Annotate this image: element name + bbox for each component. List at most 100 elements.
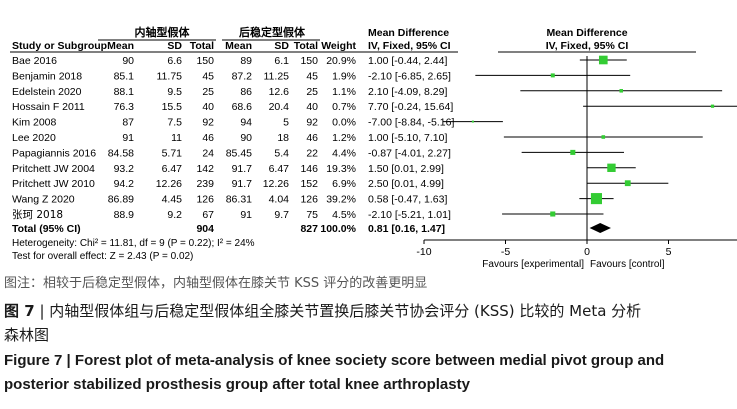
study-name: Lee 2020 bbox=[12, 132, 56, 144]
study-ci-text: 2.50 [0.01, 4.99] bbox=[368, 178, 444, 190]
column-header: SD bbox=[167, 40, 182, 52]
experimental-mean: 85.1 bbox=[114, 70, 135, 82]
study-weight: 6.9% bbox=[332, 178, 356, 190]
control-total: 152 bbox=[300, 178, 318, 190]
control-group-header: 后稳定型假体 bbox=[239, 25, 306, 39]
experimental-total: 239 bbox=[196, 178, 214, 190]
experimental-total: 92 bbox=[202, 117, 214, 129]
column-header: Mean bbox=[225, 40, 252, 52]
experimental-mean: 90 bbox=[122, 55, 134, 67]
study-ci-text: 2.10 [-4.09, 8.29] bbox=[368, 86, 447, 98]
favours-experimental-label: Favours [experimental] bbox=[482, 259, 584, 270]
experimental-sd: 6.47 bbox=[162, 163, 183, 175]
control-sd: 5.4 bbox=[274, 147, 289, 159]
study-weight: 39.2% bbox=[326, 194, 356, 206]
study-ci-text: -2.10 [-6.85, 2.65] bbox=[368, 70, 451, 82]
study-marker bbox=[550, 73, 555, 78]
study-weight: 20.9% bbox=[326, 55, 356, 67]
plot-header: Mean Difference bbox=[546, 27, 627, 39]
experimental-mean: 76.3 bbox=[114, 101, 135, 113]
control-total: 22 bbox=[306, 147, 318, 159]
figure-zh-label: 图 7 bbox=[4, 302, 35, 320]
experimental-total: 45 bbox=[202, 70, 214, 82]
x-tick-label: 5 bbox=[666, 246, 672, 258]
control-mean: 87.2 bbox=[232, 70, 253, 82]
experimental-mean: 86.89 bbox=[108, 194, 134, 206]
control-sd: 6.1 bbox=[274, 55, 289, 67]
total-label: Total (95% CI) bbox=[12, 223, 81, 235]
experimental-sd: 4.45 bbox=[162, 194, 183, 206]
x-tick-label: -5 bbox=[501, 246, 510, 258]
figure-caption-zh: 图 7 | 内轴型假体组与后稳定型假体组全膝关节置换后膝关节协会评分 (KSS)… bbox=[4, 299, 641, 347]
figure-en-line2: posterior stabilized prosthesis group af… bbox=[4, 376, 470, 393]
pooled-diamond bbox=[589, 223, 611, 233]
study-ci-text: -2.10 [-5.21, 1.01] bbox=[368, 209, 451, 221]
experimental-sd: 5.71 bbox=[162, 147, 183, 159]
study-weight: 1.2% bbox=[332, 132, 356, 144]
figure-note: 图注：相较于后稳定型假体，内轴型假体在膝关节 KSS 评分的改善更明显 bbox=[4, 276, 428, 291]
control-sd: 20.4 bbox=[269, 101, 290, 113]
study-marker bbox=[590, 193, 602, 205]
favours-control-label: Favours [control] bbox=[590, 259, 665, 270]
column-header: SD bbox=[274, 40, 289, 52]
experimental-sd: 9.2 bbox=[167, 209, 182, 221]
experimental-mean: 84.58 bbox=[108, 147, 134, 159]
control-mean: 68.6 bbox=[232, 101, 253, 113]
forest-plot: 内轴型假体 后稳定型假体 Mean Difference Mean Differenc… bbox=[10, 25, 737, 270]
control-sd: 9.7 bbox=[274, 209, 289, 221]
study-ci-text: 7.70 [-0.24, 15.64] bbox=[368, 101, 453, 113]
experimental-total: 67 bbox=[202, 209, 214, 221]
study-name: Wang Z 2020 bbox=[12, 194, 75, 206]
study-marker bbox=[570, 149, 576, 155]
control-sd: 4.04 bbox=[269, 194, 290, 206]
study-ci-text: 1.00 [-5.10, 7.10] bbox=[368, 132, 447, 144]
md-subheader: IV, Fixed, 95% CI bbox=[368, 40, 451, 52]
md-header: Mean Difference bbox=[368, 27, 449, 39]
control-mean: 94 bbox=[240, 117, 252, 129]
column-header: Total bbox=[294, 40, 318, 52]
control-sd: 18 bbox=[277, 132, 289, 144]
control-total: 126 bbox=[300, 194, 318, 206]
study-name: Pritchett JW 2010 bbox=[12, 178, 95, 190]
study-marker bbox=[619, 89, 623, 93]
experimental-mean: 88.1 bbox=[114, 86, 135, 98]
column-header: Total bbox=[190, 40, 214, 52]
control-sd: 12.26 bbox=[263, 178, 289, 190]
experimental-mean: 87 bbox=[122, 117, 134, 129]
experimental-mean: 91 bbox=[122, 132, 134, 144]
experimental-mean: 88.9 bbox=[114, 209, 135, 221]
control-sd: 12.6 bbox=[269, 86, 290, 98]
control-mean: 90 bbox=[240, 132, 252, 144]
experimental-total: 46 bbox=[202, 132, 214, 144]
experimental-sd: 7.5 bbox=[167, 117, 182, 129]
study-name: Hossain F 2011 bbox=[12, 101, 85, 113]
experimental-group-header: 内轴型假体 bbox=[135, 25, 191, 39]
control-mean: 91.7 bbox=[232, 178, 253, 190]
experimental-total: 126 bbox=[196, 194, 214, 206]
column-header: Mean bbox=[107, 40, 134, 52]
control-total: 40 bbox=[306, 101, 318, 113]
control-total: 45 bbox=[306, 70, 318, 82]
experimental-mean: 93.2 bbox=[114, 163, 135, 175]
figure-en-line1: Forest plot of meta-analysis of knee soc… bbox=[74, 352, 665, 369]
control-mean: 89 bbox=[240, 55, 252, 67]
study-marker bbox=[598, 55, 608, 65]
overall-effect-text: Test for overall effect: Z = 2.43 (P = 0… bbox=[12, 251, 193, 262]
study-weight: 0.0% bbox=[332, 117, 356, 129]
figure-en-label: Figure 7 bbox=[4, 352, 63, 369]
experimental-total: 24 bbox=[202, 147, 214, 159]
control-mean: 85.45 bbox=[226, 147, 252, 159]
control-mean: 91.7 bbox=[232, 163, 253, 175]
experimental-sd: 12.26 bbox=[156, 178, 182, 190]
control-total: 146 bbox=[300, 163, 318, 175]
experimental-sd: 11 bbox=[171, 132, 182, 144]
experimental-grand-total: 904 bbox=[196, 223, 214, 235]
study-name: 张珂 2018 bbox=[12, 209, 63, 221]
control-total: 46 bbox=[306, 132, 318, 144]
study-ci-text: -7.00 [-8.84, -5.16] bbox=[368, 117, 454, 129]
study-marker bbox=[607, 163, 616, 172]
control-total: 150 bbox=[300, 55, 318, 67]
study-name: Papagiannis 2016 bbox=[12, 147, 96, 159]
experimental-total: 150 bbox=[196, 55, 214, 67]
study-ci-text: 0.58 [-0.47, 1.63] bbox=[368, 194, 447, 206]
